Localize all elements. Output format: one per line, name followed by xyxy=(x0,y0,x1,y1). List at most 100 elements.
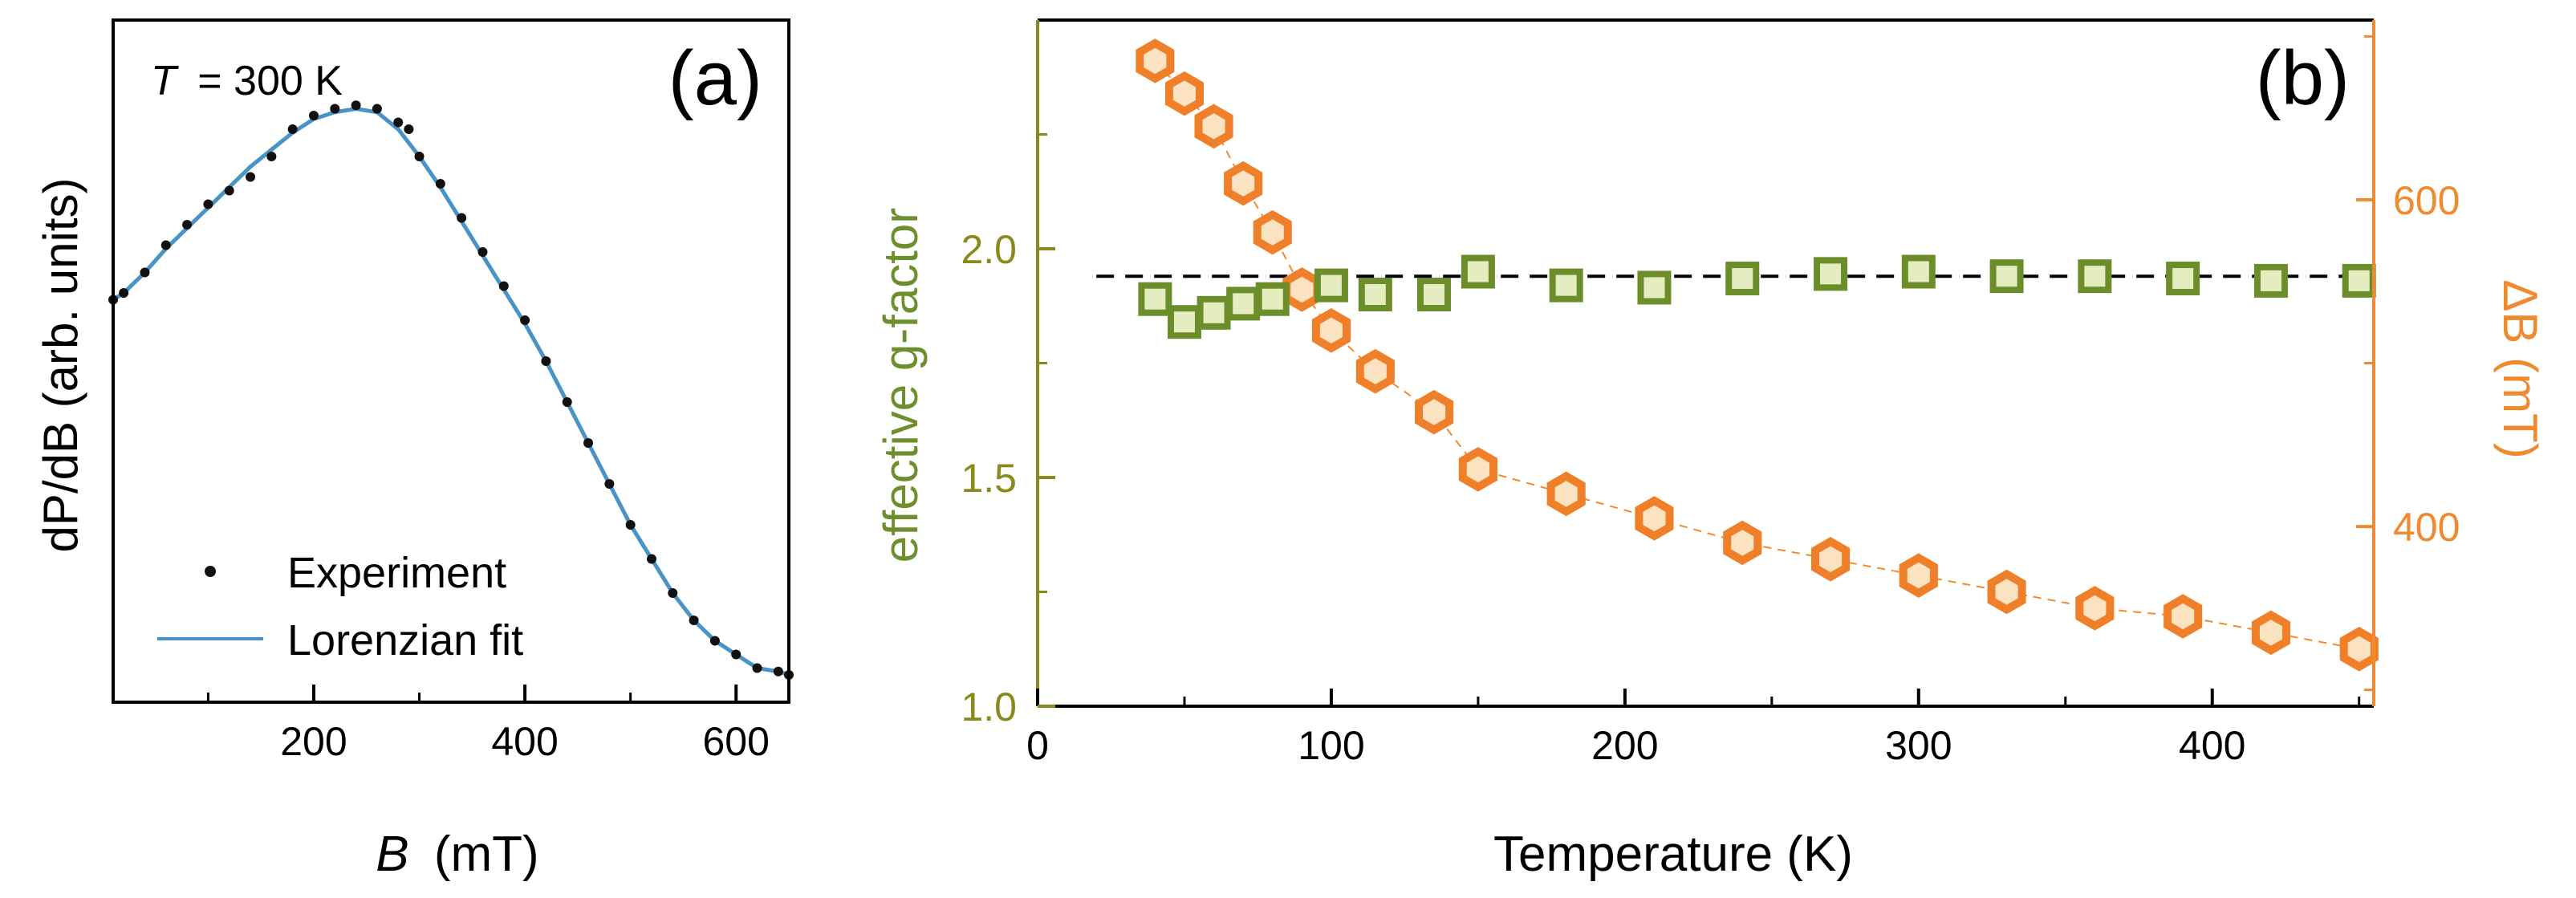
x-tick-label: 300 xyxy=(1885,723,1952,768)
experiment-point xyxy=(330,104,340,114)
experiment-point xyxy=(541,356,551,366)
panel-a-x-axis-symbol: B xyxy=(376,827,408,882)
delta-b-point xyxy=(1282,267,1322,312)
experiment-point xyxy=(457,213,467,223)
experiment-point xyxy=(477,247,488,257)
delta-b-point xyxy=(1723,520,1762,566)
delta-b-guide-line xyxy=(1154,60,2359,650)
x-tick-label: 200 xyxy=(1591,723,1658,768)
experiment-point xyxy=(404,124,414,134)
experiment-point xyxy=(709,636,720,646)
experiment-point xyxy=(287,124,298,134)
delta-b-series xyxy=(1136,39,2379,672)
delta-b-point xyxy=(1415,389,1454,435)
delta-b-point xyxy=(1194,104,1233,149)
g-factor-point xyxy=(1314,268,1348,303)
delta-b-point xyxy=(1546,471,1586,517)
right-tick-label: 600 xyxy=(2393,178,2460,223)
x-tick-label: 100 xyxy=(1298,723,1364,768)
delta-b-point xyxy=(1811,537,1851,582)
delta-b-point xyxy=(1987,569,2026,615)
panel-b-left-axis-label: effective g-factor xyxy=(874,208,928,563)
left-tick-label: 1.5 xyxy=(961,456,1017,501)
panel-a-frame xyxy=(112,18,790,704)
temperature-annotation-value: = 300 K xyxy=(197,58,343,104)
g-factor-point xyxy=(1138,282,1172,316)
legend-experiment-label: Experiment xyxy=(287,549,506,597)
delta-b-point xyxy=(1136,39,1175,83)
panel-b-left-ticks xyxy=(1038,133,1055,708)
experiment-point xyxy=(414,152,425,161)
delta-b-point xyxy=(1635,496,1674,541)
experiment-point xyxy=(498,281,509,291)
experiment-point xyxy=(625,520,636,530)
right-tick-label: 400 xyxy=(2393,505,2460,550)
g-factor-point xyxy=(1725,262,1760,296)
g-factor-point xyxy=(1167,305,1201,339)
panel-b: 0 100 200 300 400 1.0 1.5 2.0 400 600 (b) Tempe… xyxy=(874,18,2547,882)
fit-curve xyxy=(112,106,790,677)
g-factor-point xyxy=(1461,254,1495,289)
legend-experiment-marker xyxy=(205,566,216,577)
g-factor-point xyxy=(1637,270,1672,305)
panel-a-y-axis-label: dP/dB (arb. units) xyxy=(34,178,87,553)
panel-b-right-axis-label: ΔB (mT) xyxy=(2493,279,2547,458)
panel-b-right-ticks xyxy=(2356,35,2374,692)
delta-b-point xyxy=(2251,610,2290,656)
g-factor-point xyxy=(2253,263,2288,298)
delta-b-point xyxy=(2339,627,2379,672)
delta-b-point xyxy=(1311,308,1351,353)
g-factor-point xyxy=(1255,282,1290,316)
g-factor-point xyxy=(2166,262,2200,296)
experiment-point xyxy=(160,240,171,250)
delta-b-point xyxy=(1164,71,1204,116)
panel-a: 200 400 600 (a) T = 300 K Experiment Loren… xyxy=(34,18,794,882)
g-factor-point xyxy=(1358,278,1392,311)
panel-a-x-tick-labels: 200 400 600 xyxy=(280,719,770,764)
experiment-point xyxy=(351,100,361,111)
g-factor-point xyxy=(1197,295,1231,330)
experiment-point xyxy=(435,179,445,189)
experiment-point xyxy=(372,104,382,114)
experiment-point xyxy=(224,185,234,196)
legend-fit-label: Lorenzian fit xyxy=(287,616,523,664)
panel-a-x-axis-label: B (mT) xyxy=(376,827,538,882)
g-factor-point xyxy=(1989,259,2024,294)
x-tick-label: 0 xyxy=(1026,723,1049,768)
delta-b-point xyxy=(1458,447,1497,492)
panel-b-left-tick-labels: 1.0 1.5 2.0 xyxy=(961,227,1017,729)
experiment-point xyxy=(393,117,404,128)
delta-b-point xyxy=(2164,594,2203,639)
delta-b-point xyxy=(1355,348,1395,394)
g-factor-point xyxy=(1901,254,1936,289)
experiment-point xyxy=(604,479,615,489)
experiment-point xyxy=(562,397,572,407)
fit-series xyxy=(112,106,790,677)
experiment-point xyxy=(266,152,277,161)
panel-b-right-tick-labels: 400 600 xyxy=(2393,178,2460,550)
x-tick-label: 400 xyxy=(2179,723,2245,768)
g-factor-point xyxy=(1417,278,1452,311)
experiment-point xyxy=(583,438,594,448)
x-tick-label: 200 xyxy=(280,719,347,764)
experiment-point xyxy=(308,111,319,120)
experiment-point xyxy=(246,172,256,182)
x-tick-label: 600 xyxy=(703,719,770,764)
experiment-point xyxy=(773,666,783,677)
g-factor-point xyxy=(1226,286,1261,321)
panel-b-x-tick-labels: 0 100 200 300 400 xyxy=(1026,723,2245,768)
delta-b-point xyxy=(1253,209,1292,255)
panel-b-x-ticks xyxy=(1036,689,2361,706)
panel-a-x-ticks xyxy=(206,685,738,702)
delta-b-point xyxy=(1224,161,1263,206)
panel-a-x-axis-unit: (mT) xyxy=(434,827,539,882)
g-factor-point xyxy=(1814,257,1848,291)
experiment-point xyxy=(752,663,762,673)
panel-b-label: (b) xyxy=(2256,35,2350,121)
g-factor-point xyxy=(2078,259,2112,294)
experiment-series xyxy=(108,100,794,680)
experiment-point xyxy=(203,199,213,209)
temperature-annotation: T = 300 K xyxy=(151,58,343,104)
g-factor-point xyxy=(2342,263,2376,298)
left-tick-label: 1.0 xyxy=(961,685,1017,729)
